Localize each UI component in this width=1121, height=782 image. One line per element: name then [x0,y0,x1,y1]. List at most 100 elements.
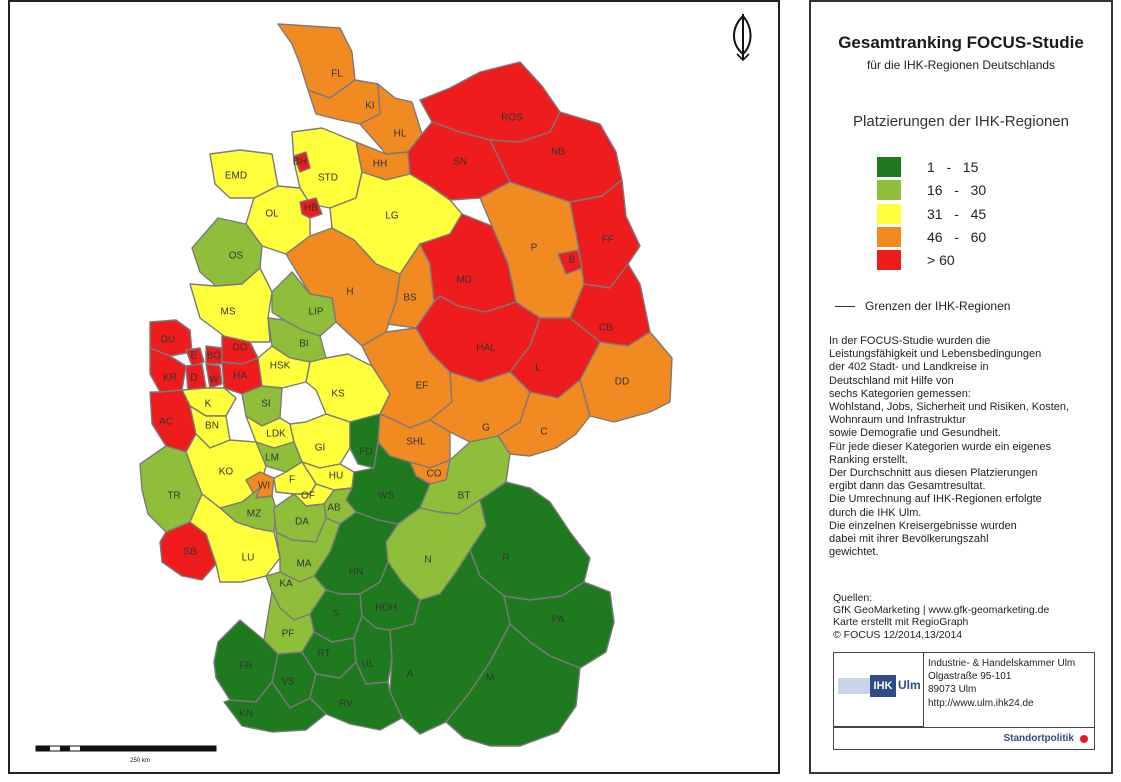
region-label: VS [281,677,295,688]
region-label: E [191,351,198,362]
region-label: DO [233,343,248,354]
region-label: LG [385,211,399,222]
sources-line: © FOCUS 12/2014,13/2014 [833,628,963,641]
region-label: B [569,255,576,266]
region-label: STD [318,173,338,184]
address-line: Olgastraße 95-101 [928,671,1012,683]
region-label: EF [416,381,429,392]
region-label: SN [453,157,467,168]
region-label: TR [167,491,180,502]
region-label: EMD [225,171,247,182]
region-label: HN [349,567,363,578]
legend-swatch [877,250,901,270]
ihk-info-box: IHK Ulm Industrie- & Handelskammer Ulm O… [833,652,1095,750]
legend-class-label: 46 - 60 [927,229,987,245]
red-dot-icon [1080,735,1088,743]
region-b [557,249,583,275]
description-line: durch die IHK Ulm. [829,506,922,519]
region-label: GI [315,443,326,454]
region-label: AC [159,417,173,428]
region-label: S [333,609,340,620]
logo-city: Ulm [898,678,921,692]
legend-panel: Gesamtranking FOCUS-Studie für die IHK-R… [809,0,1113,774]
region-label: CB [599,323,613,334]
legend-swatch [877,180,901,200]
region-dd [579,331,673,423]
region-kn [223,681,327,733]
region-lip [271,271,337,337]
region-label: OS [229,251,244,262]
region-label: FR [239,661,252,672]
region-label: RV [339,699,353,710]
description-line: sechs Kategorien gemessen: [829,387,971,400]
address-line[interactable]: http://www.ulm.ihk24.de [928,697,1034,709]
description-line: In der FOCUS-Studie wurden die [829,335,991,347]
region-label: HAL [476,343,496,354]
region-label: DD [615,377,629,388]
region-label: HL [394,129,407,140]
region-label: KO [219,467,234,478]
region-label: HU [329,471,343,482]
region-label: MA [297,559,312,570]
region-label: PA [552,615,565,626]
region-label: BS [403,293,417,304]
region-label: W [209,375,219,386]
description-line: Leistungsfähigkeit und Lebensbedingungen [829,348,1042,361]
region-label: BO [207,351,222,362]
region-label: M [486,673,494,684]
divider [834,727,1094,728]
legend-class-label: > 60 [927,252,955,268]
region-hb [299,197,323,219]
region-label: H [346,287,353,298]
region-label: SHL [406,437,426,448]
region-label: FD [359,447,372,458]
region-lu [189,493,281,583]
border-label: Grenzen der IHK-Regionen [865,299,1011,313]
legend-title: Gesamtranking FOCUS-Studie [838,33,1084,52]
region-label: KI [365,101,374,112]
region-label: D [190,373,197,384]
sources-line: Karte erstellt mit RegioGraph [833,616,969,629]
region-label: SI [261,399,270,410]
region-label: A [407,669,414,680]
region-label: RT [317,649,330,660]
description-line: gewichtet. [829,546,879,559]
description: In der FOCUS-Studie wurden die Leistungs… [829,335,1109,559]
legend-swatch [877,227,901,247]
region-label: OL [265,209,279,220]
region-label: DA [295,517,309,528]
legend-class-label: 16 - 30 [927,182,987,198]
ihk-logo-area: IHK Ulm [834,653,924,727]
region-label: R [502,553,509,564]
region-label: SB [183,547,197,558]
region-label: MS [221,307,236,318]
region-label: LM [265,453,279,464]
region-e [185,347,205,367]
region-label: AB [327,503,341,514]
description-line: Wohnraum und Infrastruktur [829,414,966,427]
region-label: WI [258,481,270,492]
description-line: Für jede dieser Kategorien wurde ein eig… [829,440,1051,453]
address-line: Industrie- & Handelskammer Ulm [928,658,1076,669]
standort-label: Standortpolitik [1003,733,1074,744]
region-w [205,363,223,389]
scale-label: 250 km [130,758,150,764]
region-label: P [531,243,538,254]
region-label: K [205,399,212,410]
border-line-symbol [835,306,855,307]
legend-swatch [877,204,901,224]
logo-text: IHK [870,675,896,697]
region-label: UL [362,659,375,670]
sources-line: Quellen: [833,592,873,604]
region-label: CO [427,469,442,480]
description-line: sowie Demografie und Gesundheit. [829,427,1001,440]
legend-swatch [877,157,901,177]
region-bh [293,151,311,173]
legend-subtitle: für die IHK-Regionen Deutschlands [866,58,1056,72]
legend-class-label: 31 - 45 [927,206,987,222]
region-c [497,379,591,457]
region-label: BI [299,339,308,350]
region-label: OF [301,491,315,502]
region-fl [277,23,356,99]
